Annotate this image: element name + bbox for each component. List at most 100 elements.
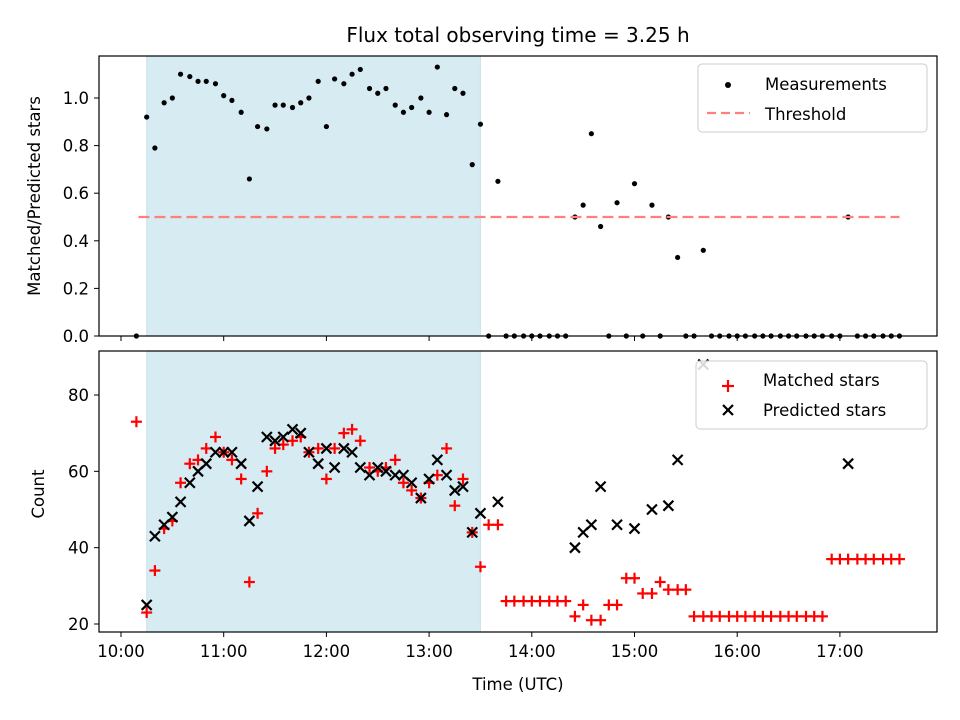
bottom-axes: 20406080 10:0011:0012:0013:0014:0015:001… <box>29 351 937 694</box>
measurement-point <box>452 86 457 91</box>
top-ytick-label: 1.0 <box>63 89 89 108</box>
legend-threshold-label: Threshold <box>764 105 846 124</box>
measurement-point <box>614 200 619 205</box>
matched-star-point <box>817 611 828 622</box>
measurement-point <box>162 100 167 105</box>
predicted-star-point <box>570 543 580 553</box>
predicted-star-point <box>612 520 622 530</box>
predicted-star-point <box>493 497 503 507</box>
matched-star-point <box>595 615 606 626</box>
measurement-point <box>444 112 449 117</box>
bottom-legend: Matched stars Predicted stars <box>696 361 927 429</box>
matched-star-point <box>646 588 657 599</box>
matched-star-point <box>612 599 623 610</box>
chart-title: Flux total observing time = 3.25 h <box>346 23 689 47</box>
top-axes: 0.0 0.2 0.4 0.6 0.8 1.0 Matched/Predicted sta… <box>25 56 937 346</box>
predicted-star-point <box>596 482 606 492</box>
predicted-star-point <box>647 505 657 515</box>
top-ytick-label: 0.0 <box>63 327 89 346</box>
measurement-point <box>306 95 311 100</box>
measurement-point <box>581 203 586 208</box>
measurement-point <box>427 110 432 115</box>
measurement-point <box>152 145 157 150</box>
bottom-xtick-label: 16:00 <box>713 642 761 661</box>
predicted-star-point <box>586 520 596 530</box>
legend-matched-label: Matched stars <box>763 371 880 390</box>
predicted-star-point <box>663 501 673 511</box>
measurement-point <box>324 124 329 129</box>
matched-star-point <box>655 577 666 588</box>
measurement-point <box>255 124 260 129</box>
top-ytick-label: 0.2 <box>63 279 89 298</box>
legend-measurements-label: Measurements <box>765 75 887 94</box>
measurement-point <box>409 105 414 110</box>
figure: Flux total observing time = 3.25 h 0.00.… <box>0 0 960 720</box>
measurement-point <box>349 72 354 77</box>
bottom-ytick-label: 80 <box>68 386 89 405</box>
measurement-point <box>239 110 244 115</box>
matched-star-point <box>492 519 503 530</box>
measurement-point <box>401 110 406 115</box>
measurement-point <box>298 100 303 105</box>
measurement-point <box>589 131 594 136</box>
matched-star-point <box>560 596 571 607</box>
measurement-point <box>332 76 337 81</box>
measurement-point <box>290 105 295 110</box>
matched-star-point <box>629 573 640 584</box>
bottom-xtick-label: 13:00 <box>405 642 453 661</box>
measurement-point <box>144 114 149 119</box>
measurement-point <box>264 126 269 131</box>
bottom-xtick-label: 11:00 <box>200 642 248 661</box>
matched-star-point <box>894 554 905 565</box>
measurement-point <box>358 67 363 72</box>
measurement-point <box>649 203 654 208</box>
bottom-xtick-label: 15:00 <box>611 642 659 661</box>
legend-measurements-marker <box>725 82 731 88</box>
predicted-star-point <box>673 455 683 465</box>
measurement-point <box>247 176 252 181</box>
bottom-ytick-label: 40 <box>68 539 89 558</box>
top-ytick-label: 0.6 <box>63 184 89 203</box>
measurement-point <box>701 248 706 253</box>
measurement-point <box>367 86 372 91</box>
measurement-point <box>187 74 192 79</box>
matched-star-point <box>578 599 589 610</box>
measurement-point <box>460 91 465 96</box>
matched-star-point <box>680 584 691 595</box>
measurement-point <box>675 255 680 260</box>
bottom-xtick-label: 10:00 <box>97 642 145 661</box>
measurement-point <box>478 122 483 127</box>
measurement-point <box>598 224 603 229</box>
measurement-point <box>178 72 183 77</box>
measurement-point <box>272 103 277 108</box>
bottom-y-axis-label: Count <box>29 469 48 519</box>
measurement-point <box>393 103 398 108</box>
bottom-xtick-label: 17:00 <box>816 642 864 661</box>
measurement-point <box>470 162 475 167</box>
top-shaded-span <box>147 56 481 336</box>
matched-star-point <box>569 611 580 622</box>
x-axis-label: Time (UTC) <box>471 675 563 694</box>
measurement-point <box>341 81 346 86</box>
measurement-point <box>495 179 500 184</box>
measurement-point <box>281 103 286 108</box>
measurement-point <box>170 95 175 100</box>
bottom-ytick-label: 20 <box>68 615 89 634</box>
measurement-point <box>418 95 423 100</box>
measurement-point <box>383 86 388 91</box>
legend-predicted-label: Predicted stars <box>763 401 886 420</box>
predicted-star-point <box>630 524 640 534</box>
measurement-point <box>316 79 321 84</box>
bottom-xtick-label: 12:00 <box>303 642 351 661</box>
bottom-ytick-label: 60 <box>68 462 89 481</box>
top-ytick-label: 0.8 <box>63 137 89 156</box>
measurement-point <box>221 93 226 98</box>
measurement-point <box>375 91 380 96</box>
predicted-star-point <box>843 459 853 469</box>
top-y-axis-label: Matched/Predicted stars <box>25 96 44 296</box>
top-ytick-label: 0.4 <box>63 232 89 251</box>
measurement-point <box>229 98 234 103</box>
measurement-point <box>435 64 440 69</box>
bottom-shaded-span <box>147 351 481 632</box>
top-legend: Measurements Threshold <box>698 64 927 132</box>
